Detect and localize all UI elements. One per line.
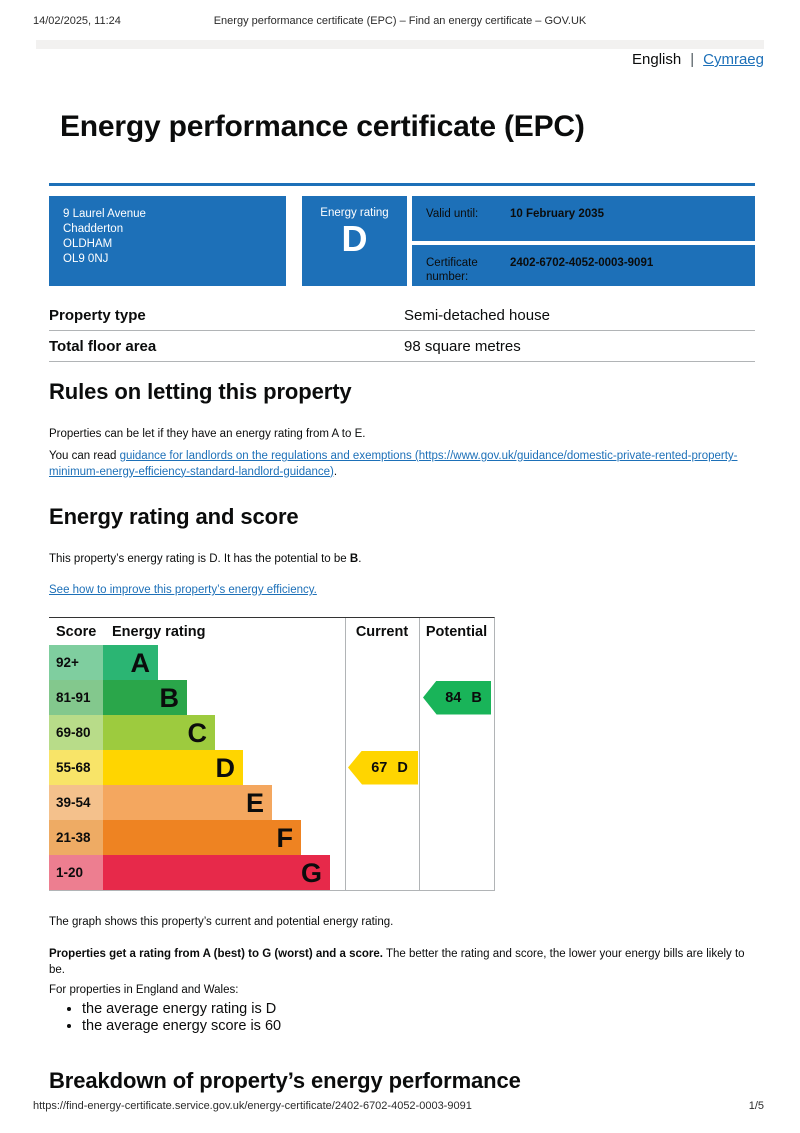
rules-guidance-prefix: You can read [49,450,120,462]
print-footer-page-number: 1/5 [748,1100,764,1112]
band-score-range: 81-91 [49,680,103,715]
list-item: the average energy score is 60 [82,1018,281,1034]
epc-band-row-f: 21-38 F [49,820,494,855]
landlord-guidance-link[interactable]: guidance for landlords on the regulation… [49,450,738,478]
floor-area-label: Total floor area [49,338,157,355]
potential-score: 84 [445,689,462,706]
address-line-4: OL9 0NJ [63,253,109,265]
address-line-3: OLDHAM [63,238,113,250]
rating-explanation: Properties get a rating from A (best) to… [49,947,756,978]
rating-explanation-bold: Properties get a rating from A (best) to… [49,948,383,960]
improve-efficiency-paragraph: See how to improve this property’s energ… [49,583,756,599]
valid-until-value: 10 February 2035 [510,208,604,220]
valid-until-label: Valid until: [426,208,479,220]
property-facts-table: Property type Semi-detached house Total … [49,300,755,362]
improve-efficiency-link[interactable]: See how to improve this property’s energ… [49,584,317,596]
epc-band-row-a: 92+ A [49,645,494,680]
graph-caption: The graph shows this property’s current … [49,916,394,928]
band-score-range: 39-54 [49,785,103,820]
certificate-number-row: Certificate number: 2402-6702-4052-0003-… [412,245,755,286]
energy-rating-panel: Energy rating D [302,196,407,286]
epc-band-row-c: 69-80 C [49,715,494,750]
band-score-range: 69-80 [49,715,103,750]
certificate-details-panel: Valid until: 10 February 2035 Certificat… [412,196,755,286]
band-bar-a: A [103,645,158,680]
table-row: Total floor area 98 square metres [49,331,755,362]
epc-band-row-g: 1-20 G [49,855,494,890]
band-bar-e: E [103,785,272,820]
certificate-number-value: 2402-6702-4052-0003-9091 [510,257,654,269]
epc-chart-rows: 92+ A 81-91 B 69-80 C 55-68 D 39-54 E 21-38 F 1-20 G [49,645,494,890]
property-type-label: Property type [49,307,146,324]
property-type-value: Semi-detached house [404,307,550,324]
valid-until-row: Valid until: 10 February 2035 [412,196,755,241]
print-footer-url: https://find-energy-certificate.service.… [33,1100,472,1112]
potential-grade-bold: B [349,553,359,565]
language-divider: | [690,51,695,68]
band-letter: B [159,682,180,713]
language-link-cymraeg[interactable]: Cymraeg [703,51,764,68]
rules-heading: Rules on letting this property [49,379,352,404]
header-divider-bar [36,40,764,49]
energy-rating-label: Energy rating [320,207,389,219]
epc-chart-header: Score Energy rating Current Potential [49,618,494,645]
average-rating-list: the average energy rating is D the avera… [49,1001,281,1035]
epc-band-row-b: 81-91 B [49,680,494,715]
current-grade: D [397,759,408,776]
certificate-summary-box: 9 Laurel Avenue Chadderton OLDHAM OL9 0N… [49,196,755,286]
rating-explanation-rest: The better the rating and score, the low… [49,948,745,976]
chart-divider-line [419,618,420,890]
page-title: Energy performance certificate (EPC) [60,110,585,143]
band-letter: G [300,857,322,888]
band-bar-b: B [103,680,187,715]
language-switcher: English | Cymraeg [632,51,764,68]
band-bar-c: C [103,715,215,750]
list-item: the average energy rating is D [82,1001,281,1017]
address-line-2: Chadderton [63,223,124,235]
band-bar-f: F [103,820,301,855]
energy-rating-heading: Energy rating and score [49,504,299,529]
column-header-current: Current [355,623,409,640]
property-address: 9 Laurel Avenue Chadderton OLDHAM OL9 0N… [49,196,286,286]
current-score: 67 [371,759,388,776]
region-intro: For properties in England and Wales: [49,984,239,996]
band-score-range: 1-20 [49,855,103,890]
table-row: Property type Semi-detached house [49,300,755,331]
band-letter: A [130,647,151,678]
band-score-range: 21-38 [49,820,103,855]
certificate-number-label: Certificate number: [426,257,478,283]
title-rule [49,183,755,186]
epc-band-row-d: 55-68 D [49,750,494,785]
energy-summary-text: This property’s energy rating is D. It h… [49,553,350,565]
band-letter: E [245,787,264,818]
energy-rating-value: D [341,218,368,259]
band-letter: D [215,752,236,783]
band-bar-g: G [103,855,330,890]
rules-guidance: You can read guidance for landlords on t… [49,449,756,480]
band-bar-d: D [103,750,243,785]
floor-area-value: 98 square metres [404,338,521,355]
address-line-1: 9 Laurel Avenue [63,208,146,220]
band-letter: F [276,822,294,853]
epc-band-row-e: 39-54 E [49,785,494,820]
print-header-title: Energy performance certificate (EPC) – F… [213,15,587,27]
energy-summary-suffix: . [358,553,362,565]
breakdown-heading: Breakdown of property’s energy performan… [49,1068,521,1093]
band-score-range: 92+ [49,645,103,680]
energy-rating-summary: This property’s energy rating is D. It h… [49,552,756,568]
current-rating-arrow: 67 D [348,750,418,785]
language-current: English [632,51,682,68]
epc-rating-chart: Score Energy rating Current Potential 92… [49,617,495,891]
band-letter: C [187,717,208,748]
potential-grade: B [471,689,482,706]
chart-divider-line [345,618,346,890]
rules-guidance-suffix: . [333,465,338,478]
column-header-energy-rating: Energy rating [112,623,206,640]
rules-body: Properties can be let if they have an en… [49,428,366,440]
band-score-range: 55-68 [49,750,103,785]
column-header-potential: Potential [425,623,488,640]
column-header-score: Score [56,623,97,640]
print-header-datetime: 14/02/2025, 11:24 [33,15,121,27]
potential-rating-arrow: 84 B [423,680,491,715]
